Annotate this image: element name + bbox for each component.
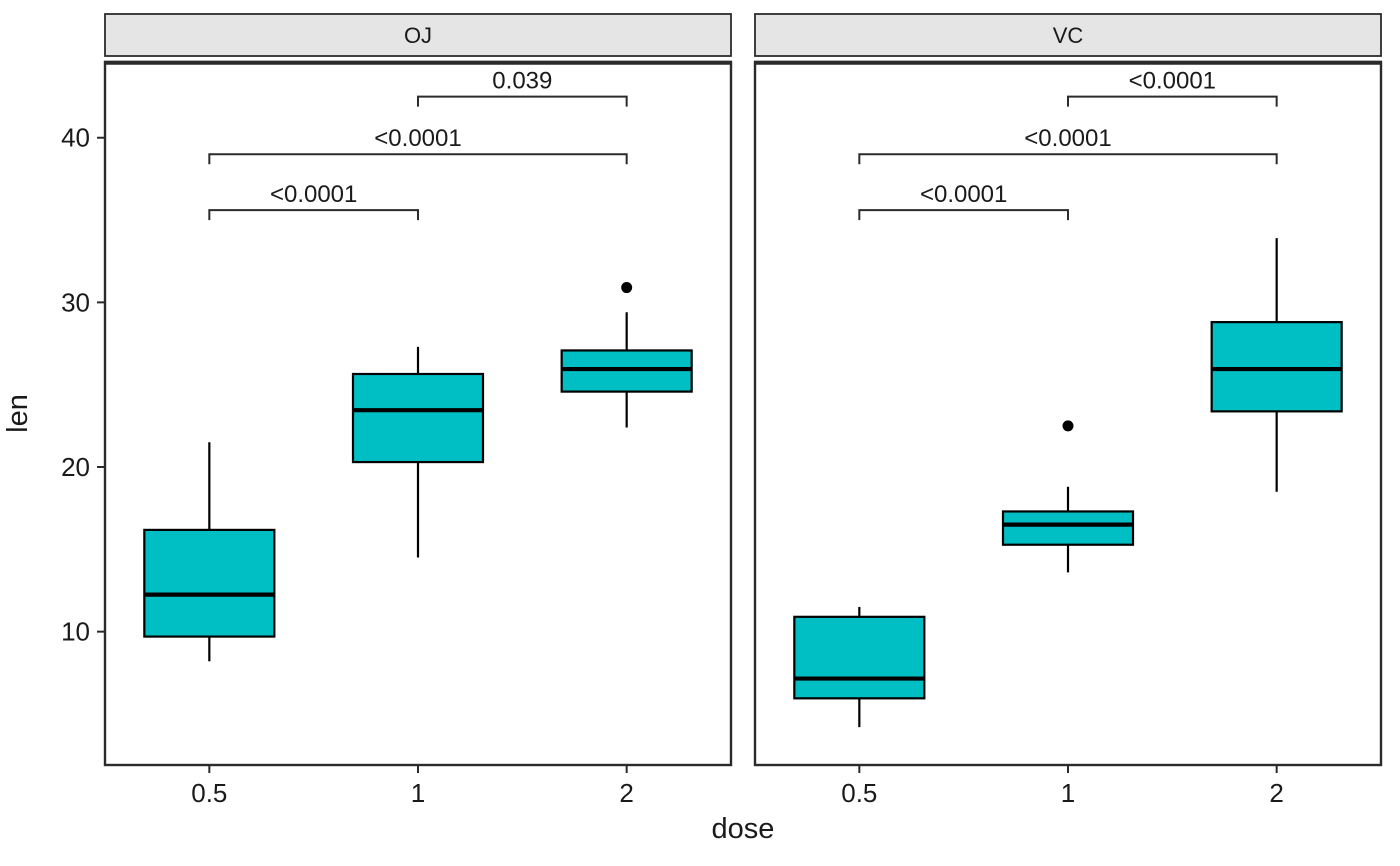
box-rect [351, 372, 485, 464]
significance-bracket: 0.039 [417, 68, 628, 107]
y-tick-label: 20 [61, 452, 90, 482]
x-axis-title: dose [712, 813, 775, 845]
significance-label: <0.0001 [1024, 125, 1111, 152]
x-tick-label: 0.5 [191, 778, 227, 808]
box-rect [143, 528, 276, 638]
significance-label: 0.039 [492, 68, 552, 95]
y-tick-label: 40 [61, 123, 90, 153]
significance-label: <0.0001 [1129, 68, 1216, 95]
significance-bracket: <0.0001 [1067, 68, 1278, 107]
box-rect [1210, 321, 1343, 413]
bracket-line [1067, 95, 1278, 107]
y-tick-label: 30 [61, 287, 90, 317]
boxplot-OJ-2 [560, 282, 693, 428]
y-axis-title: len [2, 394, 34, 433]
bracket-line [208, 209, 419, 221]
bracket-line [417, 95, 628, 107]
significance-bracket: <0.0001 [858, 181, 1069, 221]
significance-label: <0.0001 [270, 181, 357, 208]
bracket-line [208, 153, 628, 165]
significance-bracket: <0.0001 [208, 181, 419, 221]
facet-OJ: OJ 0.5 1 2 <0.0001 <0.0001 0.039 [103, 13, 733, 808]
y-tick-label: 10 [61, 617, 90, 647]
significance-label: <0.0001 [374, 125, 461, 152]
boxplot-VC-1 [1001, 420, 1135, 573]
box-rect [1001, 510, 1135, 546]
outlier-point [1062, 420, 1074, 432]
facet-VC: VC 0.5 1 2 <0.0001 <0.0001 <0.0001 [753, 13, 1383, 808]
x-tick-label: 0.5 [841, 778, 877, 808]
x-tick-label: 2 [619, 778, 633, 808]
bracket-line [858, 209, 1069, 221]
facet-strip-label: OJ [404, 23, 432, 48]
facet-strip-label: VC [1053, 23, 1084, 48]
boxplot-OJ-0.5 [143, 442, 276, 662]
boxplot-OJ-1 [351, 346, 485, 558]
x-tick-label: 1 [1061, 778, 1075, 808]
boxplot-VC-0.5 [793, 606, 926, 728]
significance-bracket: <0.0001 [858, 125, 1278, 165]
bracket-line [858, 153, 1278, 165]
x-tick-label: 1 [411, 778, 425, 808]
facet-strip [754, 13, 1382, 57]
facet-strip [104, 13, 732, 57]
outlier-point [621, 282, 633, 294]
boxplot-VC-2 [1210, 238, 1343, 492]
x-tick-label: 2 [1269, 778, 1283, 808]
significance-label: <0.0001 [920, 181, 1007, 208]
box-rect [793, 615, 926, 700]
significance-bracket: <0.0001 [208, 125, 628, 165]
